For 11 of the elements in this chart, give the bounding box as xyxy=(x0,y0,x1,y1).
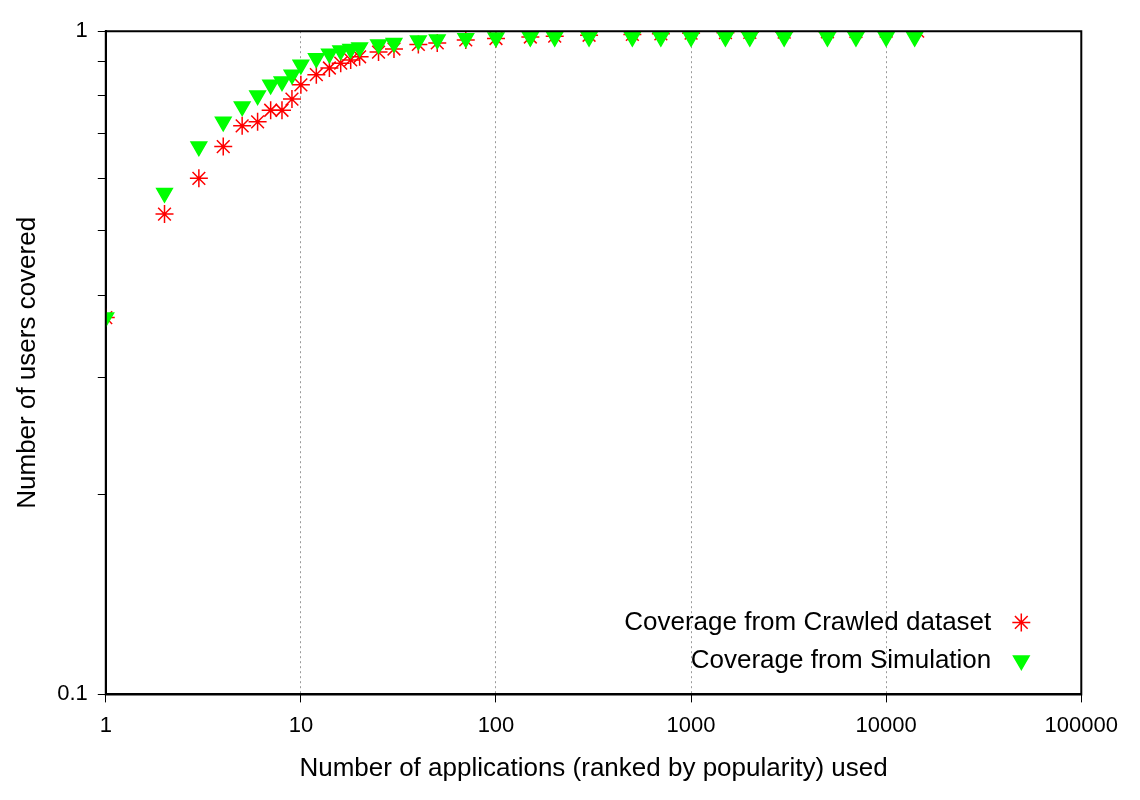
legend-label: Coverage from Crawled dataset xyxy=(624,605,993,636)
x-tick-label: 1 xyxy=(99,711,112,737)
y-tick-label: 0.1 xyxy=(57,680,88,706)
x-axis-title: Number of applications (ranked by popularity) used xyxy=(299,751,888,782)
x-tick-label: 100000 xyxy=(1044,711,1118,737)
x-tick-label: 1000 xyxy=(666,711,716,737)
x-tick-label: 10 xyxy=(288,711,314,737)
y-axis-title: Number of users covered xyxy=(10,216,41,509)
x-tick-label: 100 xyxy=(477,711,515,737)
x-tick-label: 10000 xyxy=(855,711,917,737)
legend-label: Coverage from Simulation xyxy=(690,643,992,674)
